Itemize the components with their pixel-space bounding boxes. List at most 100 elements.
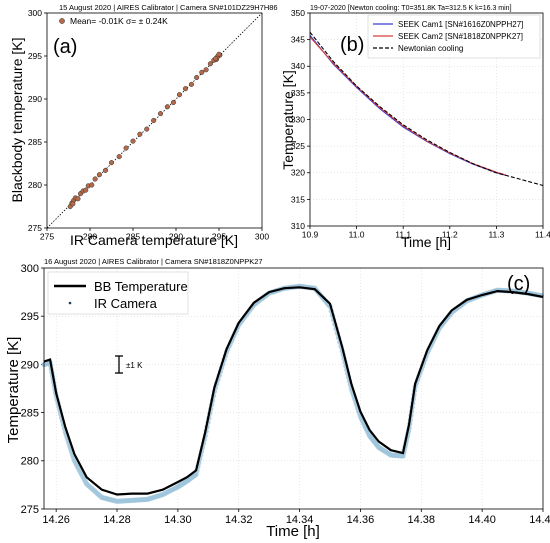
panel-c-ytick-label: 285 (21, 407, 39, 419)
panel-b-series-2 (309, 31, 544, 187)
panel-a-ytick-label: 290 (28, 94, 42, 104)
panel-c-legend-swatch-ir (68, 301, 72, 305)
panel-a-xtick-label: 300 (255, 232, 269, 242)
panel-c-frame (43, 267, 544, 510)
panel-c-legend-ir: IR Camera (94, 296, 158, 311)
panel-b-ytick-label: 315 (291, 194, 305, 204)
panel-a-point (102, 167, 109, 173)
panel-c-legend: BB Temperature IR Camera (47, 271, 189, 315)
panel-b-frame (309, 12, 544, 227)
panel-a-point (157, 111, 164, 117)
panel-c-header: 16 August 2020 | AIRES Calibrator | Came… (44, 257, 263, 266)
panel-c-xtick-label: 14.40 (468, 514, 496, 526)
panel-a-identity-line (46, 12, 263, 229)
panel-a-frame (46, 12, 263, 229)
panel-c-xtick-label: 14.30 (164, 514, 192, 526)
panel-a-point (164, 104, 170, 110)
panel-c-legend-bb: BB Temperature (94, 279, 188, 294)
panel-a-point (130, 138, 136, 144)
panel-a-point (89, 182, 95, 188)
panel-b-xtick-label: 11.4 (535, 230, 550, 240)
panel-c-xlabel: Time [h] (266, 523, 320, 540)
panel-c-bb-line (43, 286, 544, 496)
panel-a-point (144, 126, 150, 132)
panel-c-xtick-label: 14.26 (42, 514, 70, 526)
panel-a-point (116, 154, 122, 160)
panel-a-point (170, 99, 176, 105)
panel-c-xtick-label: 14.28 (103, 514, 131, 526)
panel-c-letter: (c) (507, 273, 530, 295)
panel-a-xlabel: IR Camera temperature [K] (70, 232, 238, 248)
panel-b-legend-cam1: SEEK Cam1 [SN#1616Z0NPPH27] (398, 20, 523, 29)
panel-b-xtick-label: 11.2 (442, 230, 458, 240)
panel-b-letter: (b) (340, 34, 364, 56)
panel-b-ytick-label: 340 (291, 61, 305, 71)
panel-c-xtick-label: 14.38 (408, 514, 436, 526)
panel-c-xtick-label: 14.32 (225, 514, 253, 526)
panel-c-ytick-label: 290 (21, 359, 39, 371)
panel-b-xtick-label: 10.9 (302, 230, 319, 240)
panel-c-ytick-label: 295 (21, 311, 39, 323)
panel-b-header: 19-07-2020 [Newton cooling: T0=351.8K Ta… (310, 5, 512, 12)
panel-c-ytick-label: 300 (21, 263, 39, 275)
panel-a-header: 15 August 2020 | AIRES Calibrator | Came… (59, 3, 278, 12)
panel-a-point (70, 201, 76, 207)
panel-a-ylabel: Blackbody temperature [K] (9, 38, 25, 203)
panel-a: 15 August 2020 | AIRES Calibrator | Came… (9, 3, 278, 248)
panel-b-ytick-label: 350 (291, 8, 305, 18)
panel-b-ytick-label: 330 (291, 114, 305, 124)
panel-a-point (207, 61, 213, 67)
panel-a-ytick-label: 295 (28, 51, 42, 61)
panel-b-ytick-label: 310 (291, 221, 305, 231)
panel-c-legend-box (47, 271, 189, 315)
panel-a-point (199, 69, 205, 75)
panel-a-point (75, 196, 81, 202)
panel-b-legend: SEEK Cam1 [SN#1616Z0NPPH27] SEEK Cam2 [S… (367, 14, 541, 59)
panel-a-point (213, 56, 219, 62)
panel-a-point (108, 160, 115, 166)
panel-b-xlabel: Time [h] (401, 234, 451, 250)
panel-b-legend-box (367, 14, 541, 59)
panel-a-point (188, 81, 195, 87)
panel-c-ytick-label: 280 (21, 456, 39, 468)
panel-b-xtick-label: 11.3 (488, 230, 504, 240)
panel-a-xtick-label: 275 (40, 232, 54, 242)
panel-c-ylabel: Temperature [K] (5, 337, 22, 444)
panel-b-legend-newton: Newtonian cooling (398, 44, 463, 53)
panel-a-point (203, 67, 209, 73)
panel-b-xtick-label: 11.0 (349, 230, 365, 240)
panel-a-xtick-label: 290 (169, 232, 183, 242)
panel-a-point (137, 131, 143, 137)
panel-b-ytick-label: 320 (291, 168, 305, 178)
panel-b: 19-07-2020 [Newton cooling: T0=351.8K Ta… (280, 5, 550, 250)
panel-a-ytick-label: 300 (28, 8, 42, 18)
panel-c-xtick-label: 14.36 (347, 514, 375, 526)
panel-a-legend-marker (59, 18, 65, 24)
panel-a-legend-text: Mean= -0.01K σ= ± 0.24K (70, 16, 168, 26)
panel-a-point (182, 86, 189, 92)
panel-c-xtick-label: 14.34 (286, 514, 314, 526)
panel-b-ylabel: Temperature [K] (280, 70, 296, 170)
panel-a-point (151, 117, 157, 124)
panel-a-point (176, 92, 182, 98)
panel-a-letter: (a) (53, 36, 77, 58)
panel-c-errorbar: ±1 K (115, 355, 143, 374)
panel-a-point (216, 51, 222, 57)
panel-b-xtick-label: 11.1 (395, 230, 411, 240)
panel-b-ytick-label: 345 (291, 35, 305, 45)
errorbar-label: ±1 K (126, 361, 143, 370)
panel-b-legend-cam2: SEEK Cam2 [SN#1818Z0NPPK27] (398, 32, 523, 41)
panel-a-ytick-label: 275 (28, 223, 42, 233)
panel-a-point (83, 187, 89, 193)
panel-a-xtick-label: 285 (126, 232, 140, 242)
panel-a-xtick-label: 295 (212, 232, 226, 242)
panel-b-ytick-label: 325 (291, 141, 305, 151)
panel-a-point (92, 176, 98, 182)
panel-c-ytick-label: 275 (21, 504, 39, 516)
panel-a-point (123, 145, 129, 151)
panel-c-xtick-label: 14.42 (529, 514, 550, 526)
panel-c: 16 August 2020 | AIRES Calibrator | Came… (5, 257, 550, 540)
panel-b-ytick-label: 335 (291, 88, 305, 98)
panel-a-xtick-label: 280 (83, 232, 97, 242)
